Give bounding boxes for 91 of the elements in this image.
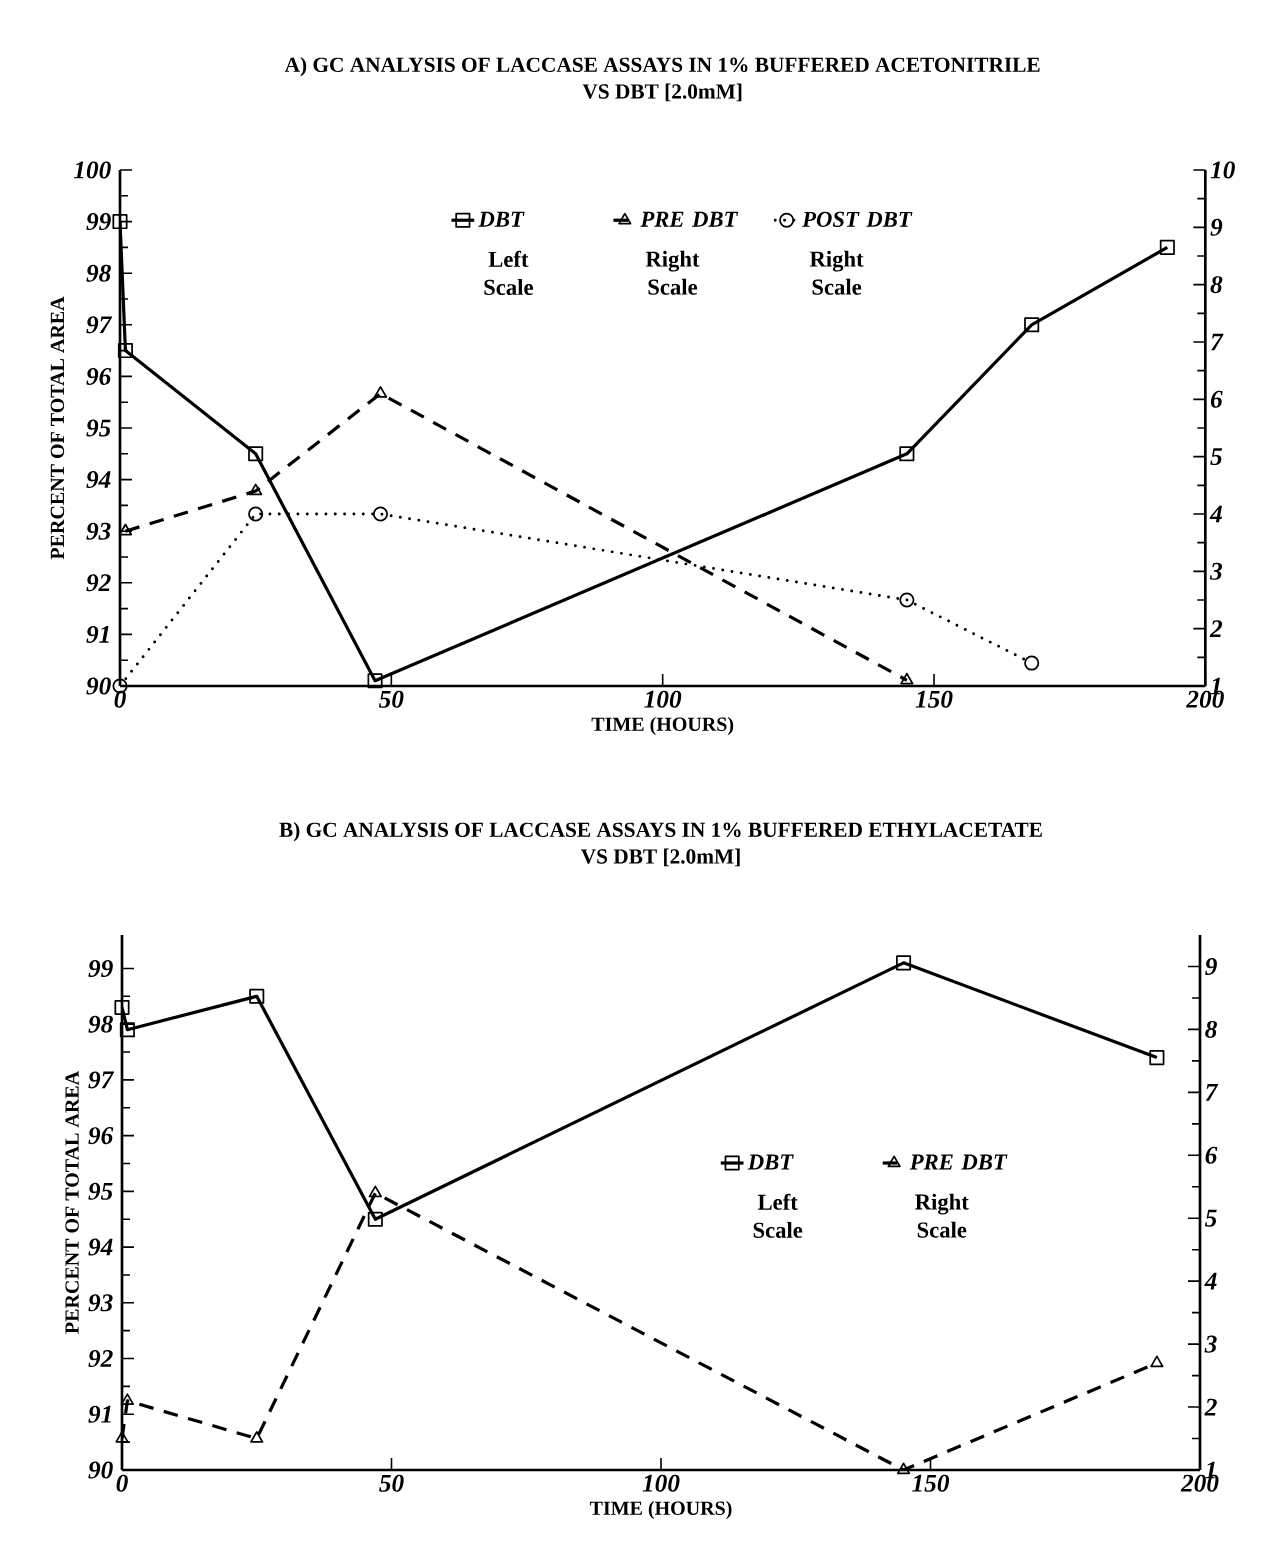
y-tick-label: 96 bbox=[88, 1127, 114, 1145]
y2-tick-label: 3 bbox=[1204, 1335, 1217, 1353]
y-tick-label: 94 bbox=[86, 471, 111, 489]
y-tick-label: 90 bbox=[88, 1461, 113, 1479]
point bbox=[1024, 655, 1040, 671]
y2-tick-label: 4 bbox=[1204, 1272, 1217, 1290]
y-tick-label: 92 bbox=[86, 574, 111, 592]
y-tick-label: 92 bbox=[88, 1350, 113, 1368]
chart-subtitle: VS DBT [2.0mM] bbox=[580, 848, 740, 867]
y2-tick-label: 9 bbox=[1210, 218, 1223, 236]
y-tick-label: 93 bbox=[88, 1294, 113, 1312]
x-tick-label: 100 bbox=[642, 1474, 680, 1492]
chart-subtitle: VS DBT [2.0mM] bbox=[582, 83, 742, 102]
point bbox=[900, 672, 914, 685]
y-tick-label: 91 bbox=[86, 625, 109, 643]
y2-tick-label: 10 bbox=[1210, 161, 1235, 179]
chart-title: B) GC ANALYSIS OF LACCASE ASSAYS IN 1% BUFFERED ETHYLACETATE bbox=[279, 821, 1042, 842]
legend-label: PRE DBT bbox=[909, 1154, 1008, 1170]
x-tick-label: 0 bbox=[114, 690, 126, 708]
y2-tick-label: 9 bbox=[1205, 957, 1217, 975]
y-tick-label: 91 bbox=[88, 1405, 111, 1423]
point bbox=[118, 523, 133, 536]
point bbox=[368, 1185, 382, 1198]
point bbox=[115, 1430, 129, 1443]
y2-tick-label: 2 bbox=[1204, 1398, 1217, 1416]
x-tick-label: 50 bbox=[379, 1474, 404, 1492]
y-tick-label: 95 bbox=[86, 419, 111, 437]
y-tick-label: 94 bbox=[88, 1238, 113, 1256]
point bbox=[372, 506, 389, 522]
y2-tick-label: 3 bbox=[1209, 562, 1223, 580]
y2-tick-label: 7 bbox=[1205, 1084, 1219, 1101]
y-tick-label: 93 bbox=[86, 522, 111, 540]
y-tick-label: 90 bbox=[86, 677, 111, 695]
point bbox=[899, 446, 915, 462]
y-tick-label: 100 bbox=[73, 161, 111, 179]
y-axis-title: PERCENT OF TOTAL AREA bbox=[65, 1071, 79, 1334]
y-tick-label: 96 bbox=[86, 367, 112, 385]
annotation: Right Scale bbox=[915, 1193, 969, 1238]
point bbox=[1150, 1355, 1164, 1368]
point bbox=[249, 483, 263, 496]
y-tick-label: 95 bbox=[88, 1182, 113, 1200]
point bbox=[114, 999, 130, 1015]
x-tick-label: 0 bbox=[116, 1474, 128, 1492]
point bbox=[248, 446, 264, 462]
point bbox=[1159, 239, 1175, 255]
point bbox=[112, 214, 128, 230]
x-tick-label: 100 bbox=[644, 690, 682, 708]
x-tick-label: 50 bbox=[378, 690, 404, 708]
y-tick-label: 99 bbox=[88, 959, 113, 977]
point bbox=[367, 1211, 383, 1227]
legend-label: DBT bbox=[747, 1154, 794, 1170]
y-tick-label: 97 bbox=[86, 316, 113, 334]
point bbox=[1149, 1050, 1165, 1066]
legend-label: PRE DBT bbox=[640, 211, 739, 227]
x-tick-label: 150 bbox=[912, 1474, 950, 1492]
point bbox=[1024, 317, 1040, 333]
legend-label: DBT bbox=[478, 211, 525, 227]
y2-tick-label: 8 bbox=[1205, 1020, 1217, 1038]
point bbox=[896, 955, 912, 971]
annotation: Right Scale bbox=[809, 250, 864, 295]
point bbox=[373, 386, 388, 398]
point bbox=[899, 592, 915, 608]
y-tick-label: 99 bbox=[86, 213, 111, 231]
legend-label: POST DBT bbox=[802, 211, 913, 227]
point bbox=[367, 673, 383, 689]
x-axis-title: TIME (HOURS) bbox=[591, 716, 734, 736]
point bbox=[249, 988, 265, 1004]
y2-tick-label: 6 bbox=[1210, 390, 1223, 408]
y2-tick-label: 8 bbox=[1210, 276, 1223, 294]
annotation: Left Scale bbox=[753, 1193, 803, 1238]
y2-tick-label: 5 bbox=[1210, 448, 1223, 466]
y2-tick-label: 2 bbox=[1209, 620, 1223, 638]
y2-tick-label: 6 bbox=[1205, 1146, 1218, 1164]
y-tick-label: 98 bbox=[86, 264, 111, 282]
y2-tick-label: 4 bbox=[1209, 505, 1222, 523]
x-axis-title: TIME (HOURS) bbox=[589, 1500, 732, 1520]
annotation: Left Scale bbox=[484, 250, 533, 296]
point bbox=[119, 1022, 135, 1038]
x-tick-label: 150 bbox=[915, 690, 953, 708]
point bbox=[250, 1430, 264, 1443]
point bbox=[120, 1393, 135, 1405]
y2-tick-label: 7 bbox=[1211, 333, 1224, 351]
point bbox=[248, 506, 264, 522]
point bbox=[117, 343, 133, 359]
y-tick-label: 98 bbox=[88, 1015, 113, 1033]
y-axis-title: PERCENT OF TOTAL AREA bbox=[50, 296, 65, 560]
chart-title: A) GC ANALYSIS OF LACCASE ASSAYS IN 1% BUFFERED ACETONITRILE bbox=[284, 56, 1040, 77]
y2-tick-label: 5 bbox=[1205, 1209, 1217, 1227]
y-tick-label: 97 bbox=[88, 1071, 115, 1089]
annotation: Right Scale bbox=[645, 250, 700, 295]
point bbox=[896, 1462, 911, 1475]
